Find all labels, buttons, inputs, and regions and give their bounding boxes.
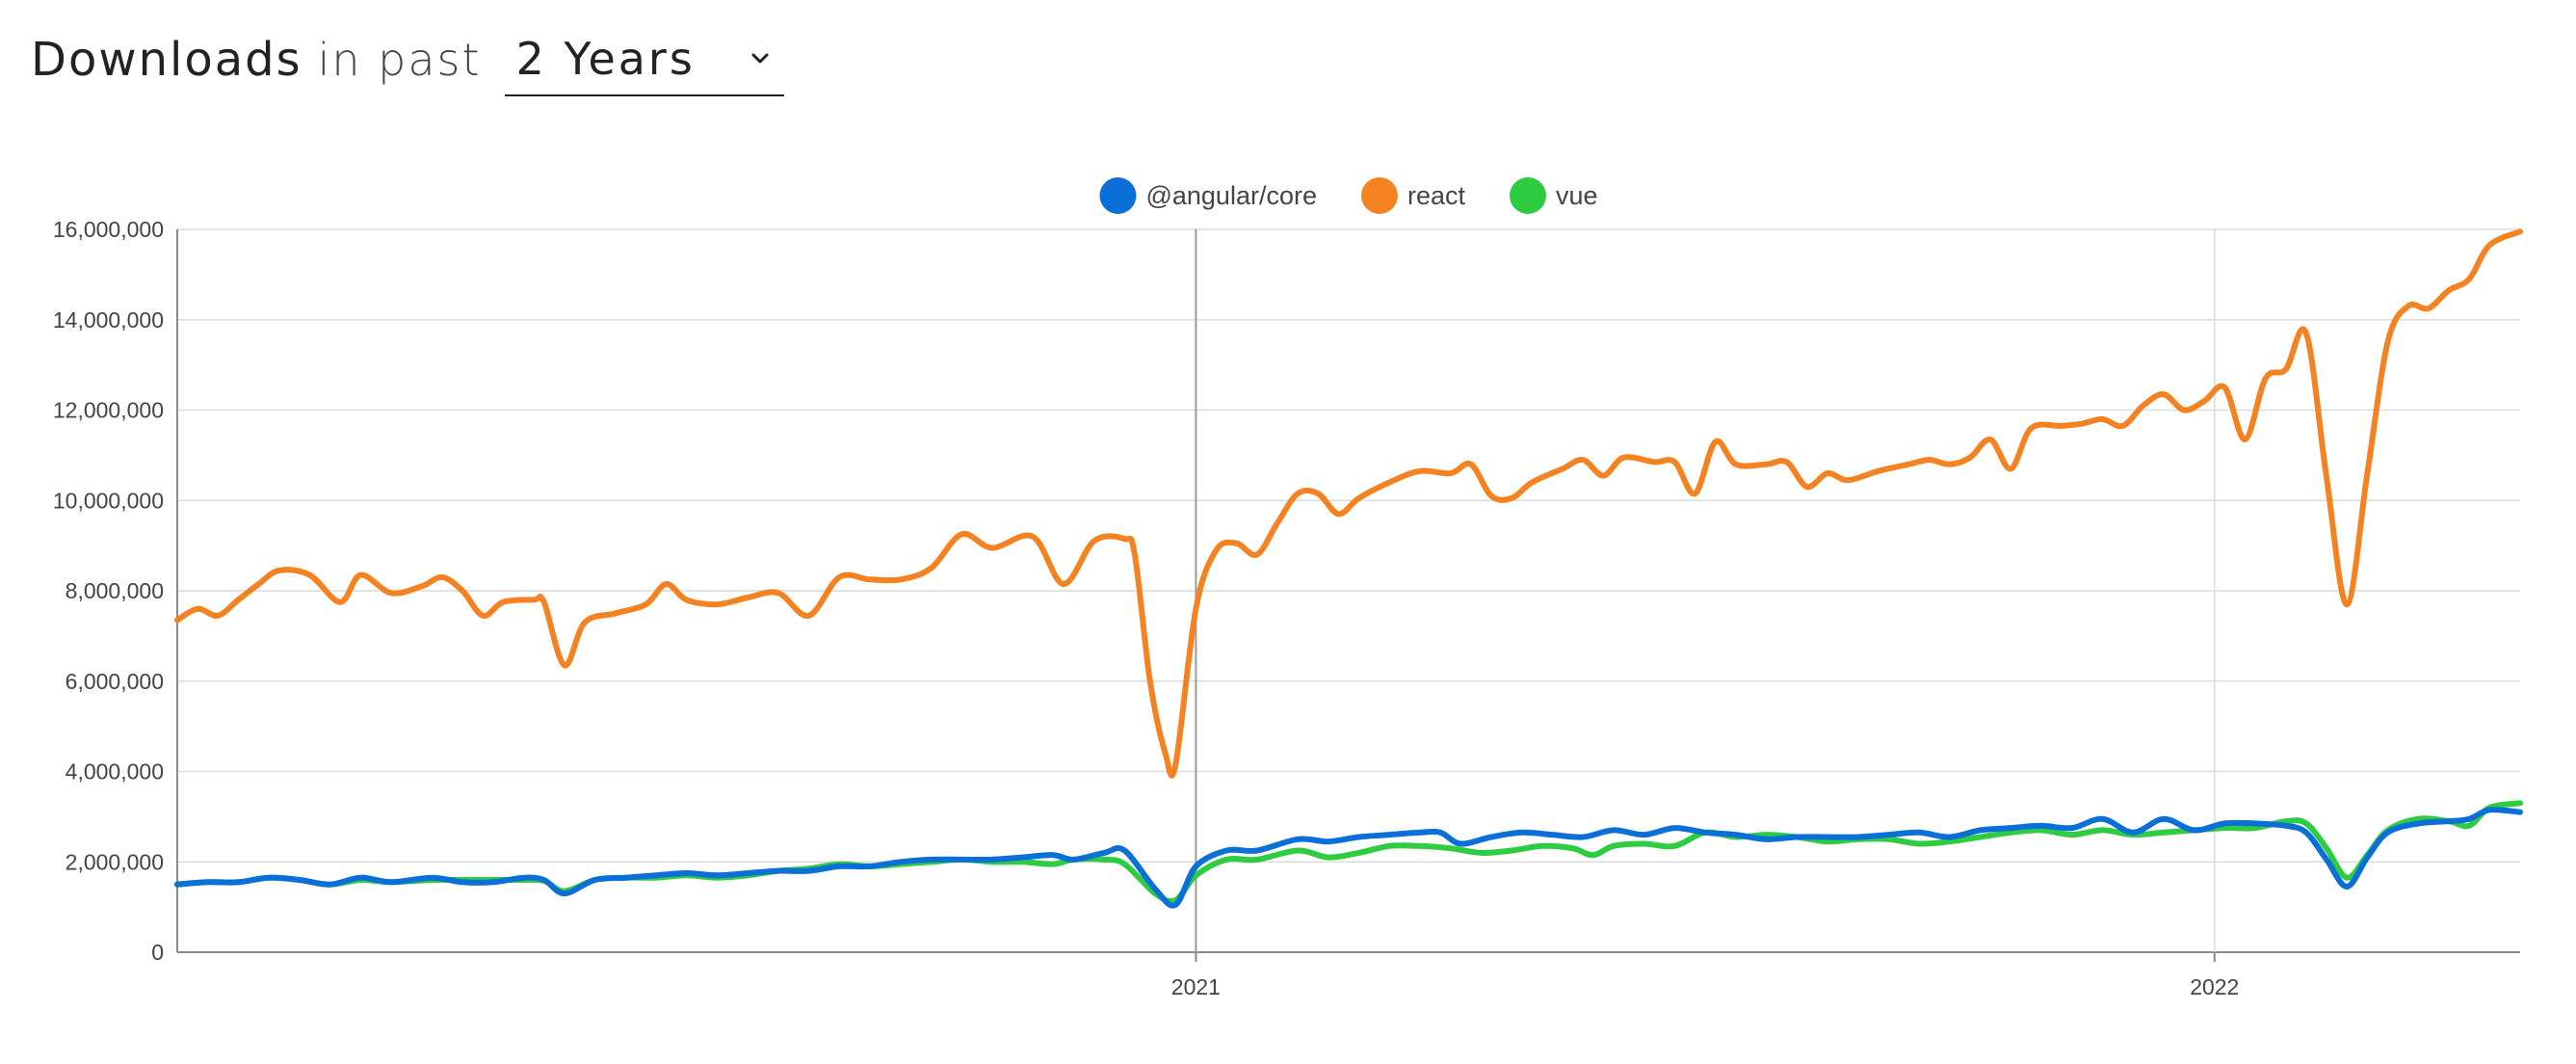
legend-swatch bbox=[1360, 177, 1398, 214]
legend-item-angular-core[interactable]: @angular/core bbox=[1099, 177, 1317, 214]
y-tick-label: 6,000,000 bbox=[66, 669, 164, 694]
y-tick-label: 0 bbox=[151, 940, 164, 965]
series-line-react bbox=[174, 228, 2523, 779]
legend-item-react[interactable]: react bbox=[1360, 177, 1466, 214]
series-line-angular-core bbox=[174, 807, 2523, 909]
downloads-header: Downloads in past 2 Years bbox=[31, 21, 784, 98]
x-tick-label: 2022 bbox=[2190, 974, 2239, 999]
legend-label: react bbox=[1407, 181, 1466, 210]
y-tick-label: 16,000,000 bbox=[53, 217, 164, 242]
x-tick-label: 2021 bbox=[1171, 974, 1221, 999]
period-select[interactable]: 2 Years bbox=[504, 23, 784, 96]
in-past-label: in past bbox=[317, 34, 482, 86]
legend-label: vue bbox=[1556, 181, 1598, 210]
legend: @angular/core react vue bbox=[1099, 177, 1598, 214]
downloads-title: Downloads bbox=[31, 33, 302, 87]
legend-swatch bbox=[1509, 177, 1546, 214]
y-tick-label: 10,000,000 bbox=[53, 488, 164, 513]
series-lines bbox=[174, 228, 2523, 909]
axes: 0 2,000,000 4,000,000 6,000,000 8,000,000 10,… bbox=[53, 217, 2239, 999]
y-tick-label: 8,000,000 bbox=[66, 578, 164, 603]
legend-item-vue[interactable]: vue bbox=[1509, 177, 1598, 214]
period-select-value: 2 Years bbox=[515, 33, 696, 85]
y-tick-label: 4,000,000 bbox=[66, 759, 164, 785]
y-tick-label: 2,000,000 bbox=[66, 849, 164, 874]
chevron-down-icon bbox=[749, 48, 771, 69]
legend-swatch bbox=[1099, 177, 1137, 214]
y-tick-label: 14,000,000 bbox=[53, 307, 164, 332]
grid bbox=[177, 228, 2520, 953]
y-tick-label: 12,000,000 bbox=[53, 398, 164, 423]
legend-label: @angular/core bbox=[1145, 181, 1317, 210]
